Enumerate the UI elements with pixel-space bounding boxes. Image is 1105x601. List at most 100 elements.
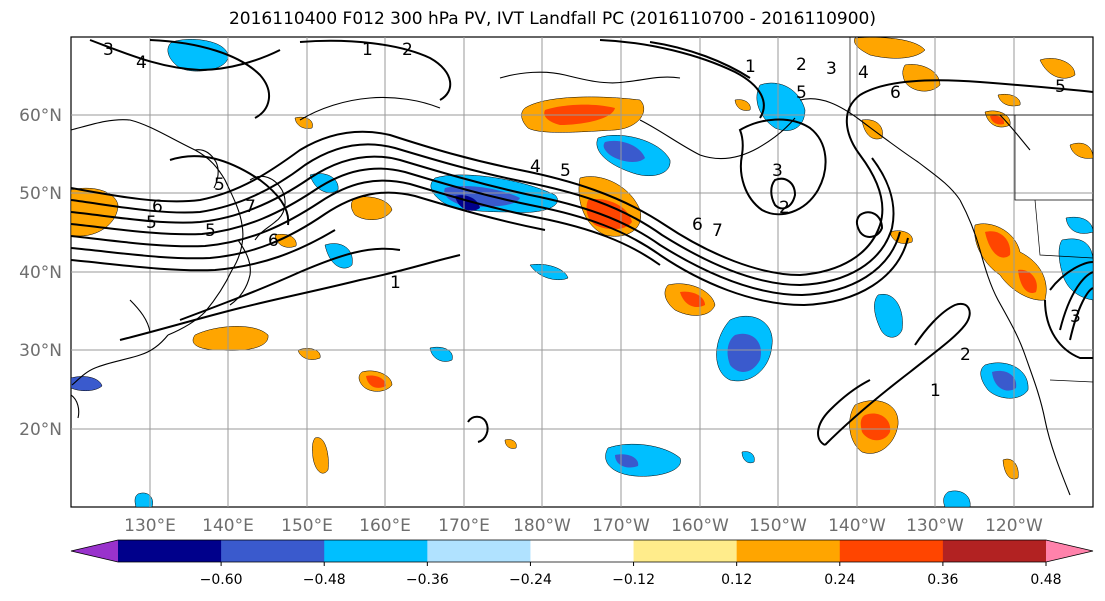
- neg-anomaly-shading: [741, 451, 755, 464]
- contour-labels: 3 4 1 2 1 2 3 4 5 6 5 6 5 7 5 6 5 4 5 3: [103, 40, 1081, 401]
- contour-label: 2: [779, 198, 790, 218]
- colorbar-segment: [324, 540, 428, 562]
- colorbar-segment: [221, 540, 325, 562]
- lon-label: 170°W: [592, 516, 650, 536]
- pos-anomaly-shading: [294, 116, 313, 129]
- lon-label: 140°E: [202, 516, 254, 536]
- lon-label: 160°W: [671, 516, 729, 536]
- pos-anomaly-shading: [854, 37, 926, 59]
- lat-label: 20°N: [19, 420, 62, 440]
- colorbar-segment: [839, 540, 944, 562]
- map-plot-area: 3 4 1 2 1 2 3 4 5 6 5 6 5 7 5 6 5 4 5 3: [70, 36, 1094, 508]
- contour-label: 5: [146, 213, 157, 233]
- contour-label: 1: [362, 40, 373, 60]
- colorbar-segment: [118, 540, 222, 562]
- neg-anomaly-shading: [309, 173, 339, 193]
- contour-label: 5: [1055, 77, 1066, 97]
- neg-anomaly-shading: [992, 370, 1017, 391]
- coastlines: [71, 71, 1071, 496]
- contour-label: 2: [796, 55, 807, 75]
- lat-labels: 60°N 50°N 40°N 30°N 20°N: [19, 106, 62, 440]
- contour-label: 5: [796, 83, 807, 103]
- contour-label: 1: [390, 273, 401, 293]
- colorbar-extend-low: [71, 540, 118, 562]
- contour-label: 7: [245, 197, 256, 217]
- contour-label: 5: [560, 161, 571, 181]
- colorbar-segment: [530, 540, 635, 562]
- colorbar-segment: [736, 540, 841, 562]
- lon-label: 140°W: [828, 516, 886, 536]
- neg-anomaly-shading: [134, 492, 153, 507]
- lon-label: 130°E: [124, 516, 176, 536]
- contour-label: 2: [402, 40, 413, 60]
- pos-anomaly-shading: [1018, 269, 1037, 294]
- colorbar-segment: [633, 540, 738, 562]
- contour-label: 4: [858, 63, 869, 83]
- lon-label: 150°W: [749, 516, 807, 536]
- pos-anomaly-shading: [192, 326, 269, 351]
- neg-anomaly-shading: [603, 140, 645, 162]
- colorbar-tick-label: −0.60: [200, 572, 243, 588]
- pos-anomaly-shading: [312, 437, 329, 474]
- contour-label: 3: [772, 161, 783, 181]
- colorbar-tick-label: 0.36: [927, 572, 958, 588]
- contour-label: 3: [103, 40, 114, 60]
- pos-anomaly-shading: [366, 375, 386, 388]
- lon-labels: 130°E 140°E 150°E 160°E 170°E 180°W 170°…: [124, 516, 1043, 536]
- borders: [849, 37, 1093, 383]
- neg-anomaly-shading: [943, 490, 971, 507]
- graticule: [71, 37, 1093, 507]
- contour-label: 6: [268, 231, 279, 251]
- pos-anomaly-shading: [274, 234, 297, 248]
- pos-anomaly-shading: [985, 231, 1011, 258]
- neg-anomaly-shading: [874, 293, 903, 338]
- pos-anomaly-shading: [1069, 142, 1093, 159]
- map-title: 2016110400 F012 300 hPa PV, IVT Landfall…: [228, 9, 876, 29]
- pos-anomaly-shading: [860, 413, 891, 441]
- pv-contours: [71, 39, 1093, 446]
- colorbar-tick-label: 0.48: [1030, 572, 1061, 588]
- pos-anomaly-shading: [902, 64, 941, 92]
- neg-anomaly-shading: [605, 443, 681, 477]
- colorbar-segment: [942, 540, 1047, 562]
- lat-label: 40°N: [19, 263, 62, 283]
- contour-label: 6: [152, 197, 163, 217]
- pos-anomaly-shading: [71, 187, 119, 237]
- lon-label: 130°W: [906, 516, 964, 536]
- colorbar-segment: [427, 540, 531, 562]
- contour-label: 1: [745, 57, 756, 77]
- lon-label: 180°W: [513, 516, 571, 536]
- colorbar-tick-label: 0.12: [721, 572, 752, 588]
- pos-anomaly-shading: [351, 196, 393, 220]
- neg-anomaly-shading: [1065, 216, 1093, 234]
- neg-anomaly-shading: [1058, 238, 1093, 301]
- contour-label: 1: [930, 381, 941, 401]
- contour-label: 6: [692, 215, 703, 235]
- neg-anomaly-shading: [429, 346, 453, 362]
- pos-anomaly-shading: [297, 348, 321, 360]
- contour-label: 3: [1070, 307, 1081, 327]
- lon-label: 170°E: [438, 516, 490, 536]
- colorbar-tick-label: 0.24: [824, 572, 855, 588]
- colorbar-extend-high: [1046, 540, 1093, 562]
- colorbar-tick-label: −0.12: [612, 572, 655, 588]
- colorbar: −0.60 −0.48 −0.36 −0.24 −0.12 0.12 0.24 0.36 0.4…: [70, 539, 1094, 588]
- contour-label: 3: [826, 59, 837, 79]
- contour-label: 4: [136, 53, 147, 73]
- neg-anomaly-shading: [71, 376, 103, 391]
- contour-label: 6: [890, 83, 901, 103]
- pos-anomaly-shading: [990, 115, 1005, 125]
- contour-label: 7: [712, 221, 723, 241]
- colorbar-outline: [70, 539, 1094, 563]
- pos-anomaly-shading: [504, 439, 517, 449]
- lon-label: 160°E: [359, 516, 411, 536]
- pos-anomaly-shading: [680, 291, 705, 308]
- pos-anomaly-shading: [997, 94, 1021, 107]
- colorbar-tick-label: −0.48: [303, 572, 346, 588]
- lon-label: 150°E: [281, 516, 333, 536]
- lat-label: 50°N: [19, 184, 62, 204]
- contour-label: 5: [214, 175, 225, 195]
- contour-label: 4: [530, 157, 541, 177]
- pos-anomaly-shading: [1039, 58, 1076, 79]
